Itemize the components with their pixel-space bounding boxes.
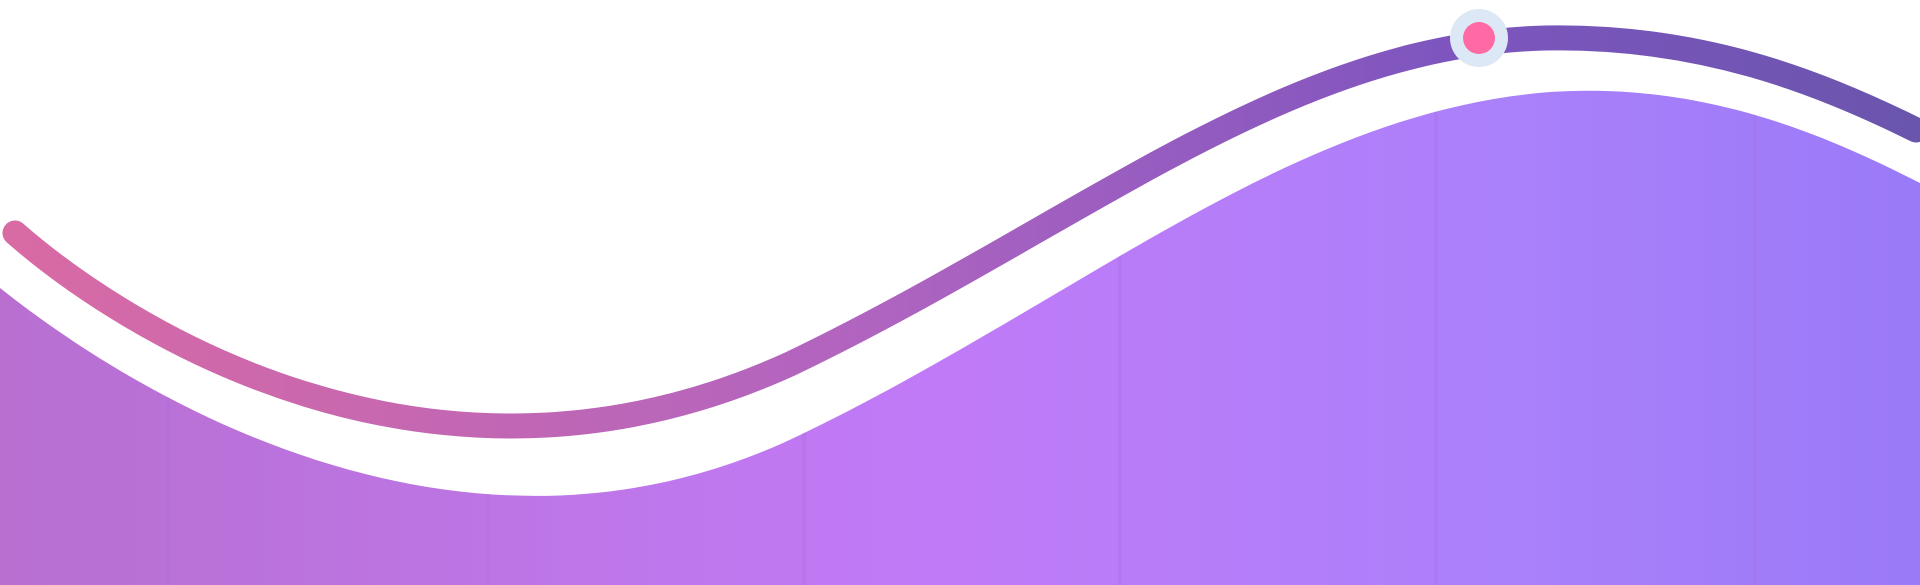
marker-dot[interactable]	[1463, 22, 1495, 54]
area-layer	[0, 90, 1920, 585]
trend-line-layer	[2, 25, 1920, 439]
highlight-marker[interactable]	[1450, 9, 1508, 67]
wave-trend-line	[2, 25, 1920, 439]
wave-area-fill	[0, 90, 1920, 585]
